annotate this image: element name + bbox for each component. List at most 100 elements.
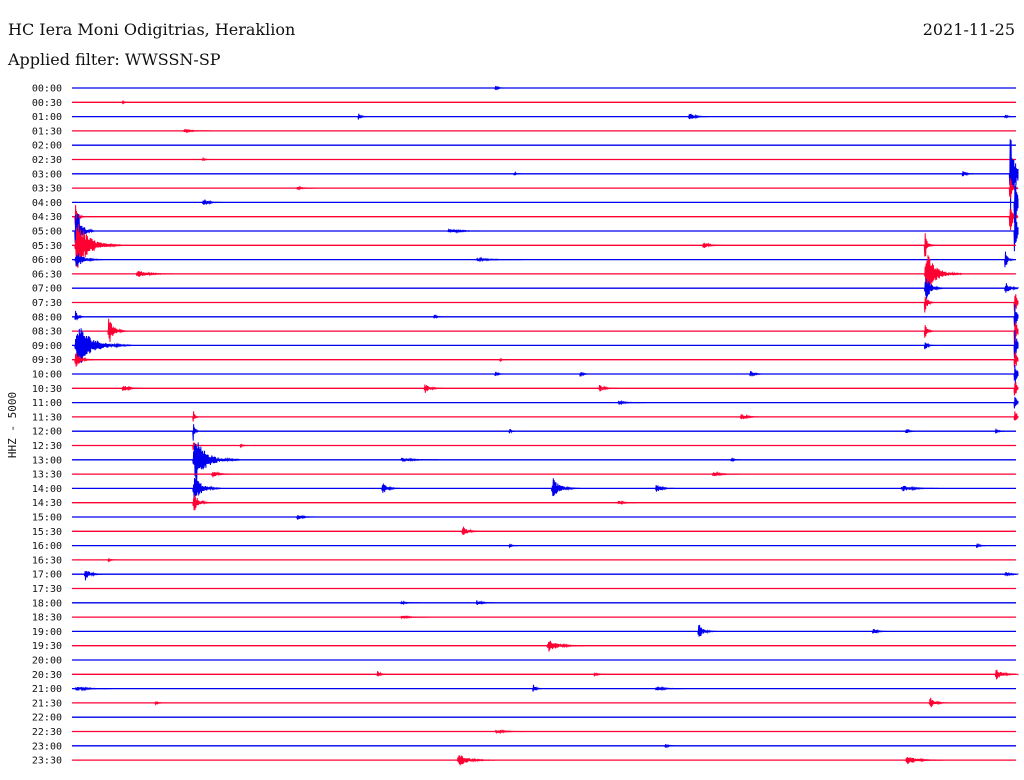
row-time-label: 19:00 xyxy=(32,627,62,638)
event-burst-row-19-0 xyxy=(74,353,94,367)
event-burst-row-14-0 xyxy=(923,278,944,300)
event-burst-row-42-0 xyxy=(74,686,113,692)
event-burst-row-32-0 xyxy=(508,543,519,549)
event-burst-row-21-2 xyxy=(598,385,618,392)
event-burst-row-9-1 xyxy=(1008,208,1019,231)
row-time-label: 04:00 xyxy=(32,198,62,209)
row-time-label: 02:00 xyxy=(32,141,62,152)
event-burst-row-19-2 xyxy=(1013,351,1019,368)
event-burst-row-46-0 xyxy=(664,744,675,749)
row-time-label: 01:30 xyxy=(32,126,62,137)
row-time-label: 08:00 xyxy=(32,312,62,323)
event-burst-row-45-0 xyxy=(494,729,533,735)
event-burst-row-20-0 xyxy=(494,371,505,377)
event-burst-row-32-1 xyxy=(975,542,986,548)
row-time-label: 03:30 xyxy=(32,184,62,195)
row-time-label: 17:30 xyxy=(32,584,62,595)
row-time-label: 04:30 xyxy=(32,212,62,223)
event-burst-row-24-1 xyxy=(508,428,516,434)
event-burst-row-13-1 xyxy=(923,255,963,290)
record-date: 2021-11-25 xyxy=(922,20,1015,39)
event-burst-row-12-2 xyxy=(1004,251,1015,268)
event-burst-row-17-0 xyxy=(107,318,127,343)
row-time-label: 21:30 xyxy=(32,698,62,709)
event-burst-row-26-2 xyxy=(730,457,741,463)
row-time-label: 06:30 xyxy=(32,269,62,280)
event-burst-row-34-1 xyxy=(1004,571,1019,577)
row-time-label: 07:00 xyxy=(32,284,62,295)
row-time-label: 11:30 xyxy=(32,412,62,423)
row-time-label: 07:30 xyxy=(32,298,62,309)
event-burst-row-16-2 xyxy=(1013,304,1019,327)
channel-label: HHZ - 5000 xyxy=(6,392,19,458)
event-burst-row-15-0 xyxy=(923,296,935,313)
event-burst-row-6-1 xyxy=(961,171,974,177)
event-burst-row-36-1 xyxy=(475,600,495,606)
row-time-label: 08:30 xyxy=(32,327,62,338)
event-burst-row-0-0 xyxy=(494,85,505,91)
trace-group xyxy=(72,85,1019,766)
event-burst-row-16-1 xyxy=(432,314,443,320)
event-burst-row-2-2 xyxy=(1004,114,1014,119)
event-burst-row-17-2 xyxy=(1013,321,1019,345)
event-burst-row-24-0 xyxy=(192,424,200,441)
row-time-label: 15:00 xyxy=(32,513,62,524)
event-burst-row-22-0 xyxy=(617,399,646,406)
event-burst-row-34-0 xyxy=(83,570,104,581)
event-burst-row-19-1 xyxy=(499,357,506,363)
event-burst-row-27-1 xyxy=(711,471,741,477)
event-burst-row-21-1 xyxy=(423,384,443,393)
event-burst-row-29-0 xyxy=(192,494,212,511)
row-time-label: 17:00 xyxy=(32,570,62,581)
row-time-label: 01:00 xyxy=(32,112,62,123)
event-burst-row-5-0 xyxy=(201,156,212,162)
event-burst-row-41-2 xyxy=(994,669,1019,680)
event-burst-row-31-0 xyxy=(461,526,481,536)
row-time-label: 18:00 xyxy=(32,598,62,609)
event-burst-row-12-0 xyxy=(74,253,104,267)
row-time-label: 23:30 xyxy=(32,756,62,767)
event-burst-row-47-1 xyxy=(904,757,944,765)
row-time-label: 22:30 xyxy=(32,727,62,738)
event-burst-row-41-1 xyxy=(593,672,604,677)
event-burst-row-43-0 xyxy=(154,701,165,707)
row-time-label: 10:00 xyxy=(32,370,62,381)
event-burst-row-3-0 xyxy=(182,128,212,134)
event-burst-row-25-1 xyxy=(239,443,250,449)
event-burst-row-30-0 xyxy=(296,514,316,520)
row-time-label: 12:00 xyxy=(32,427,62,438)
event-burst-row-21-3 xyxy=(1013,381,1019,396)
row-time-label: 10:30 xyxy=(32,384,62,395)
event-burst-row-6-0 xyxy=(513,170,522,176)
row-time-label: 12:30 xyxy=(32,441,62,452)
event-burst-row-20-3 xyxy=(1013,364,1019,384)
event-burst-row-36-0 xyxy=(400,600,420,606)
row-time-label: 05:00 xyxy=(32,227,62,238)
event-burst-row-14-1 xyxy=(1004,283,1019,293)
event-burst-row-28-1 xyxy=(381,483,401,493)
event-burst-row-8-0 xyxy=(201,199,222,205)
event-burst-row-13-0 xyxy=(135,271,174,277)
event-burst-row-27-0 xyxy=(211,471,231,478)
event-burst-row-39-0 xyxy=(546,640,585,652)
row-label-group: 00:00 00:30 01:00 01:30 02:00 02:30 03:00 03:30… xyxy=(32,84,62,767)
event-burst-row-16-0 xyxy=(74,310,85,321)
row-time-label: 19:30 xyxy=(32,641,62,652)
row-time-label: 15:30 xyxy=(32,527,62,538)
event-burst-row-28-2 xyxy=(550,478,580,497)
event-burst-row-23-1 xyxy=(739,413,760,420)
filter-label: Applied filter: WWSSN-SP xyxy=(8,50,221,69)
row-time-label: 20:00 xyxy=(32,656,62,667)
row-time-label: 02:30 xyxy=(32,155,62,166)
event-burst-row-24-2 xyxy=(904,428,915,434)
row-time-label: 09:30 xyxy=(32,355,62,366)
event-burst-row-15-1 xyxy=(1013,294,1019,312)
row-time-label: 21:00 xyxy=(32,684,62,695)
event-burst-row-28-4 xyxy=(900,485,939,492)
event-burst-row-28-0 xyxy=(192,478,222,500)
event-burst-row-23-2 xyxy=(1013,411,1019,421)
event-burst-row-17-1 xyxy=(923,325,934,338)
row-time-label: 00:00 xyxy=(32,84,62,95)
event-burst-row-2-1 xyxy=(687,113,708,120)
